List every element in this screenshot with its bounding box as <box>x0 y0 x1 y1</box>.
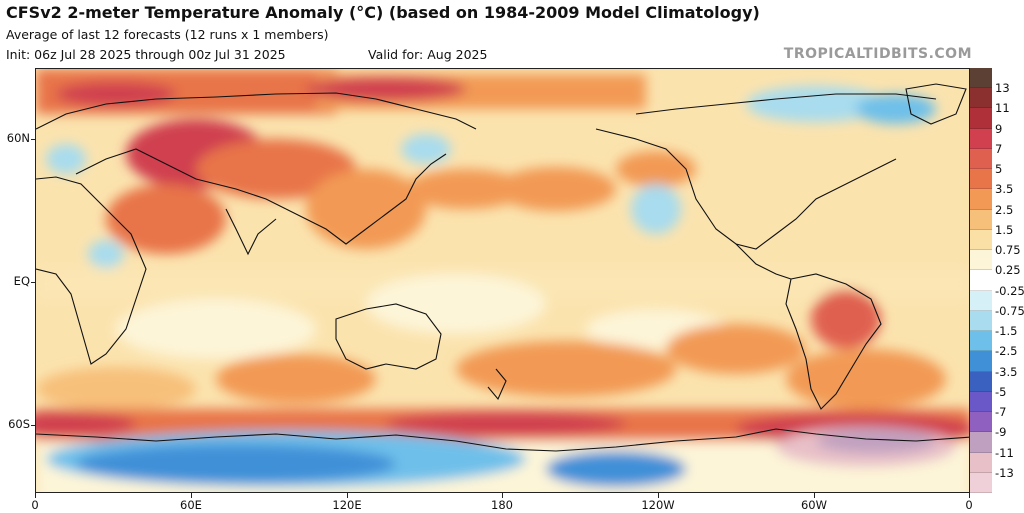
lon-tick-0-right <box>969 493 970 498</box>
colorbar-cell <box>970 68 992 89</box>
colorbar-cell <box>970 88 992 109</box>
colorbar-cell <box>970 432 992 453</box>
lat-tick-eq <box>31 282 36 283</box>
colorbar-label: -7 <box>995 405 1007 420</box>
colorbar-label: 7 <box>995 141 1003 156</box>
valid-time: Valid for: Aug 2025 <box>368 47 488 62</box>
colorbar-cell <box>970 472 992 493</box>
colorbar-cell <box>970 452 992 473</box>
colorbar-label: -1.5 <box>995 324 1018 339</box>
colorbar-label: 13 <box>995 81 1010 96</box>
colorbar-cell <box>970 412 992 433</box>
colorbar-cell <box>970 229 992 251</box>
colorbar-cell <box>970 169 992 190</box>
colorbar-label: 5 <box>995 162 1003 177</box>
lon-tick-120w <box>658 493 659 498</box>
colorbar-cell <box>970 310 992 332</box>
colorbar-label: -0.75 <box>995 303 1024 318</box>
colorbar-cell <box>970 108 992 129</box>
colorbar-cell <box>970 209 992 230</box>
colorbar-label: 2.5 <box>995 202 1014 217</box>
colorbar <box>970 68 992 493</box>
lon-label-60e: 60E <box>180 498 202 512</box>
colorbar-label: 1.5 <box>995 222 1014 237</box>
coastlines <box>36 83 969 452</box>
colorbar-cell <box>970 391 992 413</box>
lat-tick-60s <box>31 425 36 426</box>
chart-title: CFSv2 2-meter Temperature Anomaly (°C) (… <box>6 3 760 22</box>
brand-watermark: TROPICALTIDBITS.COM <box>783 46 972 62</box>
lon-tick-180 <box>502 493 503 498</box>
lon-tick-60w <box>814 493 815 498</box>
anomaly-map <box>35 68 970 493</box>
lon-label-120e: 120E <box>332 498 362 512</box>
colorbar-label: -2.5 <box>995 344 1018 359</box>
lon-label-0-right: 0 <box>965 498 973 512</box>
colorbar-label: -9 <box>995 425 1007 440</box>
colorbar-label: 0.75 <box>995 243 1021 258</box>
colorbar-label: -13 <box>995 465 1014 480</box>
lon-label-120w: 120W <box>641 498 675 512</box>
colorbar-cell <box>970 148 992 170</box>
colorbar-label: 9 <box>995 121 1003 136</box>
init-time: Init: 06z Jul 28 2025 through 00z Jul 31… <box>6 47 286 62</box>
colorbar-cell <box>970 351 992 372</box>
colorbar-cell <box>970 250 992 271</box>
lat-tick-60n <box>31 139 36 140</box>
lat-label-60n: 60N <box>6 131 30 145</box>
colorbar-cell <box>970 128 992 149</box>
colorbar-label: 3.5 <box>995 182 1014 197</box>
colorbar-label: 0.25 <box>995 263 1021 278</box>
lat-label-eq: EQ <box>13 274 30 288</box>
colorbar-label: -0.25 <box>995 283 1024 298</box>
anomaly-field <box>36 69 969 492</box>
anomaly-map-svg <box>36 69 969 492</box>
colorbar-cell <box>970 270 992 291</box>
colorbar-label: -11 <box>995 445 1014 460</box>
colorbar-label: 11 <box>995 101 1010 116</box>
lon-label-0-left: 0 <box>31 498 39 512</box>
lon-tick-60e <box>191 493 192 498</box>
lat-label-60s: 60S <box>8 417 30 431</box>
colorbar-cell <box>970 371 992 392</box>
colorbar-label: -5 <box>995 384 1007 399</box>
colorbar-cell <box>970 290 992 311</box>
colorbar-cell <box>970 189 992 210</box>
colorbar-cell <box>970 331 992 352</box>
lon-label-60w: 60W <box>800 498 828 512</box>
lon-tick-0-left <box>35 493 36 498</box>
lon-tick-120e <box>347 493 348 498</box>
lon-label-180: 180 <box>491 498 513 512</box>
colorbar-label: -3.5 <box>995 364 1018 379</box>
chart-subtitle: Average of last 12 forecasts (12 runs x … <box>6 27 329 42</box>
